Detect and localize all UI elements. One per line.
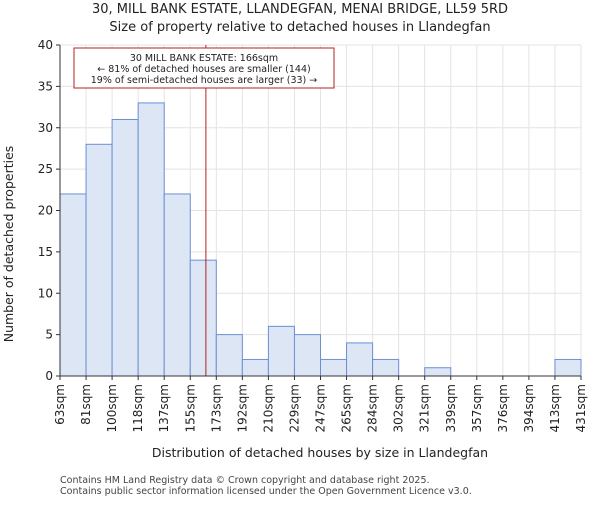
x-tick-label: 63sqm (53, 384, 67, 425)
bar-321sqm (424, 367, 452, 377)
bar-247sqm (320, 358, 348, 377)
footer-line-2: Contains public sector information licen… (60, 486, 472, 497)
x-tick-labels: 63sqm 81sqm 100sqm 118sqm 137sqm 155sqm 173sqm… (53, 376, 588, 432)
x-tick-label: 339sqm (444, 384, 458, 432)
bar-100sqm (111, 118, 139, 377)
annotation-line-1: 30 MILL BANK ESTATE: 166sqm (130, 53, 278, 64)
x-tick-label: 265sqm (340, 384, 354, 432)
x-tick-label: 431sqm (574, 384, 588, 432)
x-tick-label: 192sqm (235, 384, 249, 432)
x-tick-label: 357sqm (470, 384, 484, 432)
y-tick-label: 25 (38, 162, 53, 176)
bar-63sqm (59, 193, 87, 377)
bar-229sqm (293, 334, 322, 377)
y-tick-label: 30 (38, 121, 53, 135)
x-tick-label: 413sqm (548, 384, 562, 432)
annotation-line-2: ← 81% of detached houses are smaller (14… (97, 64, 310, 75)
bar-81sqm (85, 143, 113, 377)
x-tick-label: 155sqm (183, 384, 197, 432)
bars (59, 102, 582, 377)
x-tick-label: 100sqm (105, 384, 119, 432)
annotation-box-frame (73, 47, 335, 89)
annotation-box: 30 MILL BANK ESTATE: 166sqm ← 81% of det… (73, 47, 335, 89)
bar-155sqm (189, 259, 217, 377)
y-tick-labels: 0 5 10 15 20 25 30 35 40 (38, 38, 60, 383)
x-tick-label: 118sqm (131, 384, 145, 432)
y-tick-label: 35 (38, 79, 53, 93)
x-tick-label: 376sqm (496, 384, 510, 432)
y-tick-label: 15 (38, 245, 53, 259)
y-tick-label: 10 (38, 286, 53, 300)
x-tick-label: 302sqm (392, 384, 406, 432)
bar-137sqm (163, 193, 191, 377)
bar-192sqm (241, 358, 269, 377)
annotation-line-3: 19% of semi-detached houses are larger (… (91, 75, 318, 86)
y-tick-label: 20 (38, 204, 53, 218)
bar-173sqm (215, 334, 243, 377)
bar-265sqm (346, 342, 374, 377)
x-axis-label: Distribution of detached houses by size … (152, 445, 488, 460)
x-tick-label: 284sqm (366, 384, 380, 432)
x-tick-label: 81sqm (79, 384, 93, 425)
x-tick-label: 173sqm (209, 384, 223, 432)
bar-413sqm (554, 358, 582, 377)
chart-subtitle: Size of property relative to detached ho… (109, 20, 490, 35)
y-tick-label: 5 (45, 328, 53, 342)
y-tick-label: 40 (38, 38, 53, 52)
x-tick-label: 137sqm (157, 384, 171, 432)
x-tick-label: 394sqm (522, 384, 536, 432)
bar-284sqm (372, 358, 400, 377)
x-tick-label: 210sqm (261, 384, 275, 432)
x-tick-label: 229sqm (287, 384, 301, 432)
x-tick-label: 247sqm (314, 384, 328, 432)
footer-line-1: Contains HM Land Registry data © Crown c… (60, 475, 430, 486)
y-axis-label: Number of detached properties (1, 146, 16, 343)
y-tick-label: 0 (45, 369, 53, 383)
chart-title: 30, MILL BANK ESTATE, LLANDEGFAN, MENAI … (92, 2, 508, 17)
bar-210sqm (267, 325, 295, 377)
x-tick-label: 321sqm (418, 384, 432, 432)
bar-118sqm (137, 102, 165, 377)
